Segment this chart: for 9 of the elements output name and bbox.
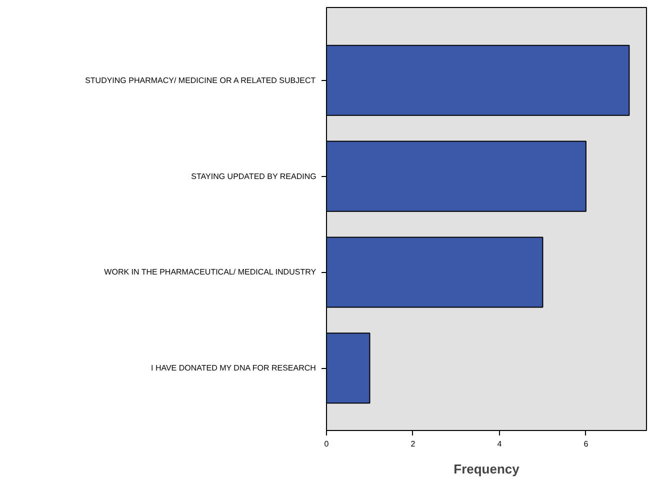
y-tick-label: STUDYING PHARMACY/ MEDICINE OR A RELATED SUBJECT — [85, 76, 316, 85]
x-tick-label: 2 — [410, 440, 416, 448]
y-tick-label: STAYING UPDATED BY READING — [191, 172, 316, 181]
x-tick-label: 6 — [584, 440, 589, 448]
x-axis-title: Frequency — [454, 462, 520, 476]
y-tick-label: I HAVE DONATED MY DNA FOR RESEARCH — [151, 364, 316, 373]
x-tick-label: 4 — [497, 440, 502, 448]
y-tick-label: WORK IN THE PHARMACEUTICAL/ MEDICAL INDUSTRY — [104, 268, 317, 277]
x-tick-label: 0 — [324, 440, 330, 448]
